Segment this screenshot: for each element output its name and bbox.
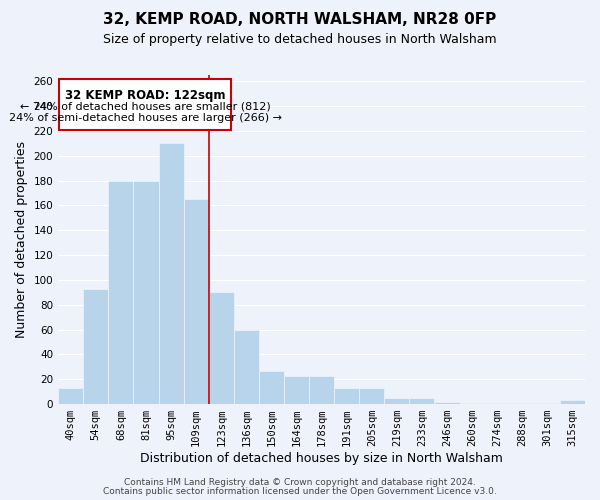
Text: 24% of semi-detached houses are larger (266) →: 24% of semi-detached houses are larger (… bbox=[9, 114, 282, 124]
Bar bbox=[309, 376, 334, 404]
Bar bbox=[510, 403, 535, 404]
Bar bbox=[535, 403, 560, 404]
Bar bbox=[460, 403, 485, 404]
Bar bbox=[359, 388, 385, 404]
Bar bbox=[334, 388, 359, 404]
Text: 32, KEMP ROAD, NORTH WALSHAM, NR28 0FP: 32, KEMP ROAD, NORTH WALSHAM, NR28 0FP bbox=[103, 12, 497, 28]
Text: 32 KEMP ROAD: 122sqm: 32 KEMP ROAD: 122sqm bbox=[65, 88, 226, 102]
Bar bbox=[434, 402, 460, 404]
Bar bbox=[485, 403, 510, 404]
Bar bbox=[284, 376, 309, 404]
Bar bbox=[259, 370, 284, 404]
Bar bbox=[560, 400, 585, 404]
Text: Contains public sector information licensed under the Open Government Licence v3: Contains public sector information licen… bbox=[103, 487, 497, 496]
Bar bbox=[385, 398, 409, 404]
Text: Size of property relative to detached houses in North Walsham: Size of property relative to detached ho… bbox=[103, 32, 497, 46]
Text: ← 74% of detached houses are smaller (812): ← 74% of detached houses are smaller (81… bbox=[20, 101, 271, 111]
Text: Contains HM Land Registry data © Crown copyright and database right 2024.: Contains HM Land Registry data © Crown c… bbox=[124, 478, 476, 487]
Bar bbox=[409, 398, 434, 404]
Bar bbox=[83, 288, 109, 404]
Y-axis label: Number of detached properties: Number of detached properties bbox=[15, 141, 28, 338]
Bar bbox=[184, 199, 209, 404]
Bar bbox=[59, 78, 231, 130]
Bar bbox=[234, 330, 259, 404]
Bar bbox=[133, 180, 158, 404]
X-axis label: Distribution of detached houses by size in North Walsham: Distribution of detached houses by size … bbox=[140, 452, 503, 465]
Bar bbox=[209, 292, 234, 404]
Bar bbox=[58, 388, 83, 404]
Bar bbox=[109, 180, 133, 404]
Bar bbox=[158, 144, 184, 404]
